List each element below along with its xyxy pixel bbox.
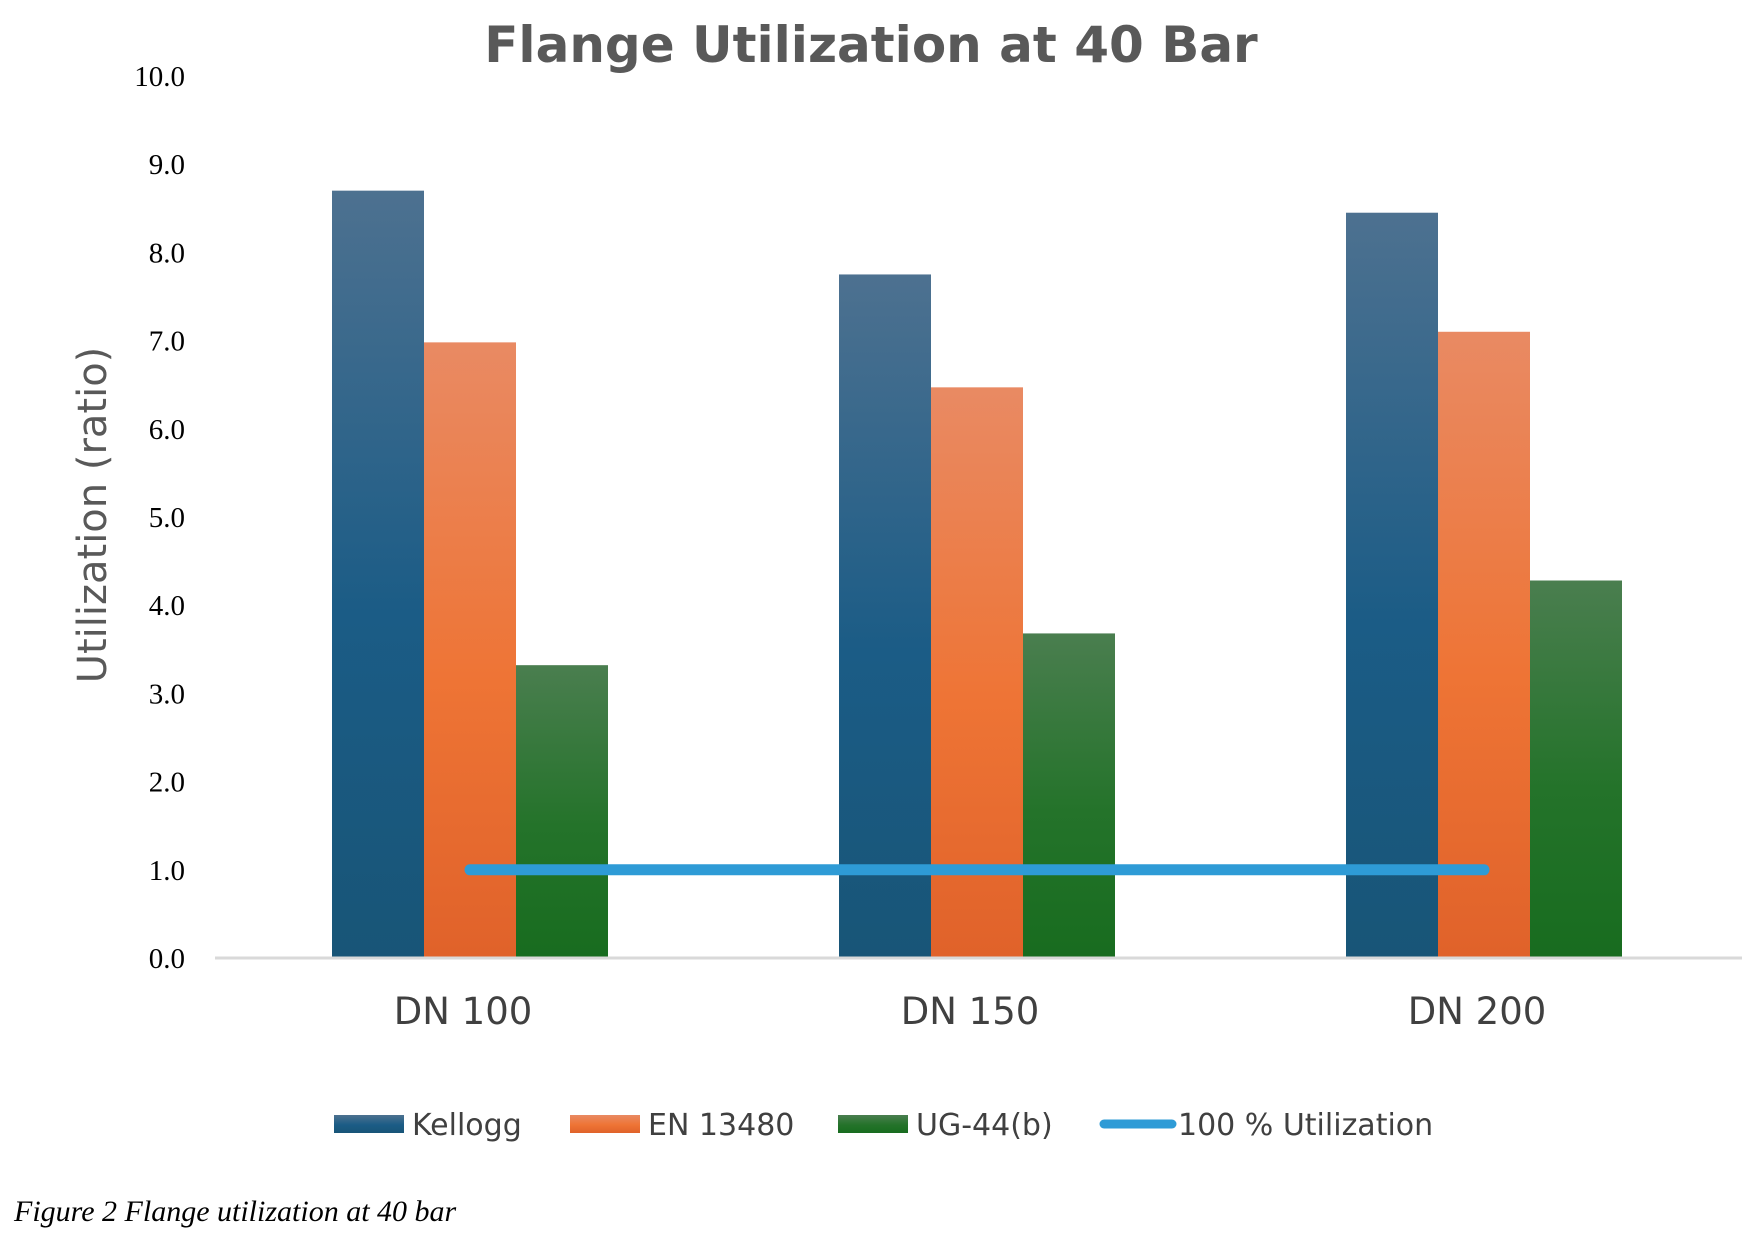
legend-swatch — [334, 1115, 404, 1133]
bar-chart: Flange Utilization at 40 Bar Utilization… — [70, 16, 1742, 1143]
y-tick-label: 8.0 — [149, 237, 185, 269]
y-axis-label: Utilization (ratio) — [70, 347, 116, 684]
legend-label: EN 13480 — [648, 1108, 794, 1143]
x-tick-label: DN 200 — [1408, 990, 1547, 1033]
y-tick-label: 3.0 — [149, 678, 185, 710]
legend-label: UG-44(b) — [916, 1108, 1053, 1143]
legend-label: Kellogg — [412, 1108, 522, 1143]
legend-swatch — [570, 1115, 640, 1133]
bar-ug-44-b-1 — [516, 665, 608, 958]
bar-kellogg-2 — [839, 274, 931, 958]
y-tick-label: 7.0 — [149, 326, 185, 358]
bar-ug-44-b-3 — [1530, 580, 1622, 958]
y-tick-label: 9.0 — [149, 149, 185, 181]
y-tick-label: 5.0 — [149, 502, 185, 534]
bar-en-13480-3 — [1438, 331, 1530, 958]
y-tick-label: 2.0 — [149, 767, 185, 799]
x-tick-label: DN 100 — [394, 990, 533, 1033]
bar-en-13480-2 — [931, 387, 1023, 958]
legend-label: 100 % Utilization — [1178, 1108, 1433, 1143]
y-tick-label: 6.0 — [149, 414, 185, 446]
legend-swatch — [838, 1115, 908, 1133]
chart-title: Flange Utilization at 40 Bar — [484, 16, 1258, 74]
y-tick-label: 1.0 — [149, 855, 185, 887]
bar-kellogg-1 — [332, 190, 424, 958]
figure-caption: Figure 2 Flange utilization at 40 bar — [14, 1195, 457, 1228]
y-tick-label: 0.0 — [149, 943, 185, 975]
y-tick-label: 4.0 — [149, 590, 185, 622]
bar-kellogg-3 — [1346, 212, 1438, 958]
bar-ug-44-b-2 — [1023, 633, 1115, 958]
x-tick-label: DN 150 — [901, 990, 1040, 1033]
bar-en-13480-1 — [424, 342, 516, 958]
y-tick-label: 10.0 — [134, 61, 185, 93]
